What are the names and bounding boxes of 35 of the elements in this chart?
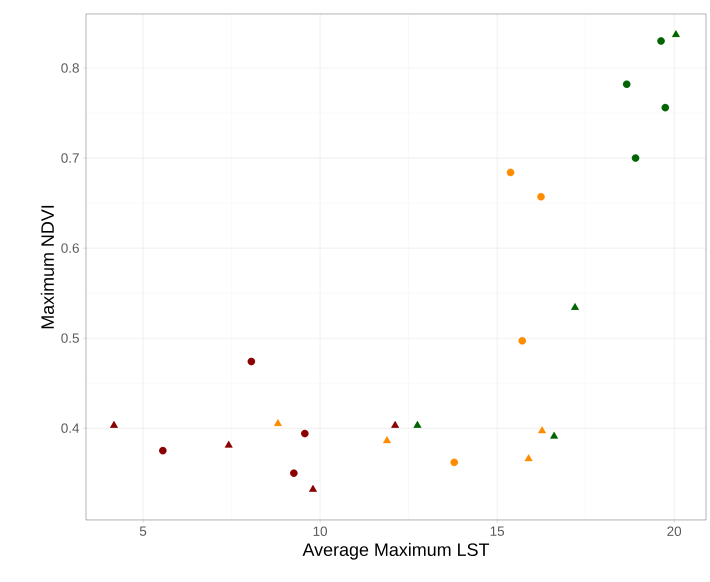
point (661, 104, 670, 112)
point (537, 192, 545, 201)
point (391, 420, 400, 428)
point (622, 80, 630, 88)
point (224, 440, 233, 448)
point (632, 154, 640, 162)
point (524, 454, 533, 462)
point (518, 337, 526, 345)
point (274, 419, 282, 426)
y-tick-label: 0.8 (61, 63, 79, 73)
point (159, 446, 167, 454)
x-tick-label: 5 (140, 526, 146, 536)
point (413, 420, 422, 428)
point (570, 302, 580, 310)
point (538, 426, 546, 434)
x-axis-title: Average Maximum LST (302, 542, 490, 560)
point (672, 30, 680, 38)
point (550, 432, 558, 439)
point (110, 420, 118, 428)
x-tick-label: 10 (314, 526, 328, 536)
point (290, 469, 298, 477)
point (506, 168, 514, 176)
point (450, 458, 458, 466)
y-tick-label: 0.4 (61, 423, 80, 433)
point (248, 358, 256, 366)
y-tick-label: 0.7 (61, 153, 79, 163)
point (382, 436, 391, 444)
x-tick-label: 20 (667, 526, 682, 536)
point (657, 37, 665, 45)
x-tick-label: 15 (490, 526, 504, 536)
y-tick-label: 0.5 (61, 333, 79, 343)
point (308, 484, 317, 492)
y-axis-title: Maximum NDVI (40, 206, 54, 328)
point (301, 430, 309, 438)
y-tick-label: 0.6 (61, 243, 79, 253)
